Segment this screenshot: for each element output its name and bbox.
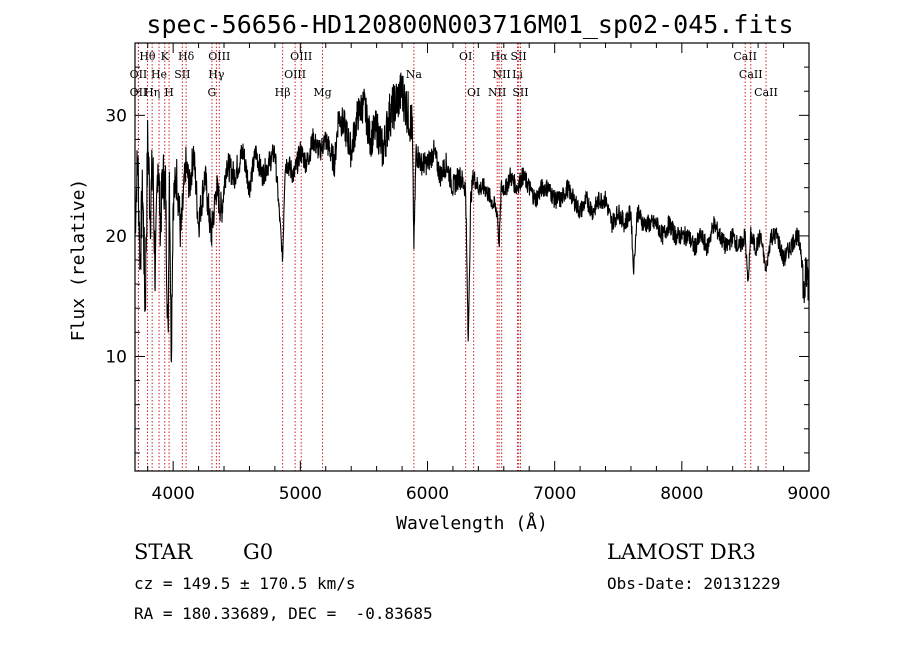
spectrum-line	[134, 72, 810, 363]
marker-label: He	[151, 68, 167, 81]
marker-label: Hδ	[178, 50, 195, 63]
marker-label: SII	[512, 86, 528, 99]
marker-label: Hθ	[139, 50, 156, 63]
marker-label: NII	[492, 68, 510, 81]
x-tick-label: 6000	[406, 484, 449, 504]
x-tick-label: 5000	[279, 484, 322, 504]
marker-label: Hη	[144, 86, 160, 99]
x-tick-label: 8000	[660, 484, 703, 504]
marker-label: Mg	[313, 86, 331, 99]
marker-label: OI	[467, 86, 480, 99]
y-tick-label: 10	[105, 347, 127, 367]
marker-label: Li	[512, 68, 523, 81]
x-axis-label: Wavelength (Å)	[396, 512, 548, 534]
marker-label: OIII	[290, 50, 312, 63]
marker-label: CaII	[739, 68, 763, 81]
marker-label: CaII	[733, 50, 757, 63]
y-tick-label: 30	[105, 106, 127, 126]
x-tick-label: 4000	[152, 484, 195, 504]
marker-label: SII	[511, 50, 527, 63]
marker-label: OI	[459, 50, 472, 63]
marker-label: Hβ	[275, 86, 291, 99]
observation-date: Obs-Date: 20131229	[607, 574, 781, 593]
marker-label: Hα	[491, 50, 509, 63]
marker-label: CaII	[754, 86, 778, 99]
y-tick-label: 20	[105, 227, 127, 247]
marker-label: OIII	[208, 50, 230, 63]
marker-label: OII	[130, 86, 148, 99]
object-class: STAR	[134, 540, 193, 564]
spectral-subclass: G0	[243, 540, 274, 564]
redshift-velocity: cz = 149.5 ± 170.5 km/s	[134, 574, 356, 593]
marker-label: SII	[174, 68, 190, 81]
ra-dec-coordinates: RA = 180.33689, DEC = -0.83685	[134, 604, 433, 623]
axis-ticks: 4000 5000 6000 7000 8000 9000 10 20 30	[105, 43, 831, 504]
marker-label: H	[164, 86, 174, 99]
x-tick-label: 9000	[787, 484, 830, 504]
chart-title: spec-56656-HD120800N003716M01_sp02-045.f…	[146, 10, 793, 39]
marker-label: OIII	[284, 68, 306, 81]
survey-name: LAMOST DR3	[607, 540, 756, 564]
x-tick-label: 7000	[533, 484, 576, 504]
marker-label: G	[208, 86, 217, 99]
marker-label: K	[161, 50, 170, 63]
marker-label: NII	[488, 86, 506, 99]
y-axis-label: Flux (relative)	[68, 179, 89, 342]
marker-label: Hγ	[208, 68, 225, 81]
marker-label: Na	[406, 68, 423, 81]
plot-frame	[134, 42, 810, 472]
